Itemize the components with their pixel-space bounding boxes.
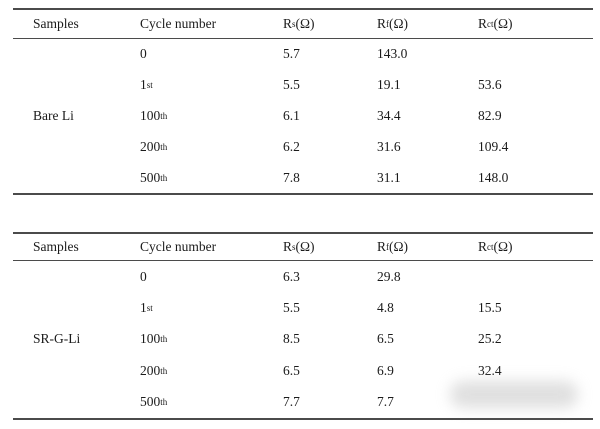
rct-cell: 53.6 — [478, 77, 502, 93]
rct-cell: 25.2 — [478, 331, 502, 347]
rs-cell: 5.5 — [283, 77, 300, 93]
rct-cell: 15.5 — [478, 300, 502, 316]
col-header-cycle-number: Cycle number — [140, 239, 217, 254]
col-header-samples: Samples — [33, 239, 79, 254]
rs-cell: 5.7 — [283, 46, 300, 62]
rf-cell: 7.7 — [377, 394, 394, 410]
sample-name: Bare Li — [33, 107, 74, 123]
rs-cell: 7.8 — [283, 169, 300, 185]
rct-cell — [478, 261, 593, 292]
rf-cell: 31.1 — [377, 169, 401, 185]
cycle-cell: 0 — [140, 268, 147, 284]
rs-cell: 6.2 — [283, 138, 300, 154]
rf-cell: 19.1 — [377, 77, 401, 93]
col-header-cycle-number: Cycle number — [140, 16, 217, 31]
rs-cell: 5.5 — [283, 300, 300, 316]
rf-cell: 6.5 — [377, 331, 394, 347]
rf-cell: 4.8 — [377, 300, 394, 316]
rs-cell: 6.1 — [283, 107, 300, 123]
rct-cell: 148.0 — [478, 169, 509, 185]
rct-cell — [478, 39, 593, 70]
rs-cell: 6.3 — [283, 268, 300, 284]
rct-cell: 32.4 — [478, 362, 502, 378]
rf-cell: 31.6 — [377, 138, 401, 154]
rs-cell: 8.5 — [283, 331, 300, 347]
cycle-cell: 0 — [140, 46, 147, 62]
rf-cell: 143.0 — [377, 46, 408, 62]
rct-cell: 109.4 — [478, 138, 509, 154]
rct-cell: 82.9 — [478, 107, 502, 123]
sample-name: SR-G-Li — [33, 331, 81, 347]
rf-cell: 29.8 — [377, 268, 401, 284]
blurred-watermark — [450, 381, 578, 408]
rs-cell: 6.5 — [283, 362, 300, 378]
rs-cell: 7.7 — [283, 394, 300, 410]
rf-cell: 34.4 — [377, 107, 401, 123]
col-header-samples: Samples — [33, 16, 79, 31]
rf-cell: 6.9 — [377, 362, 394, 378]
